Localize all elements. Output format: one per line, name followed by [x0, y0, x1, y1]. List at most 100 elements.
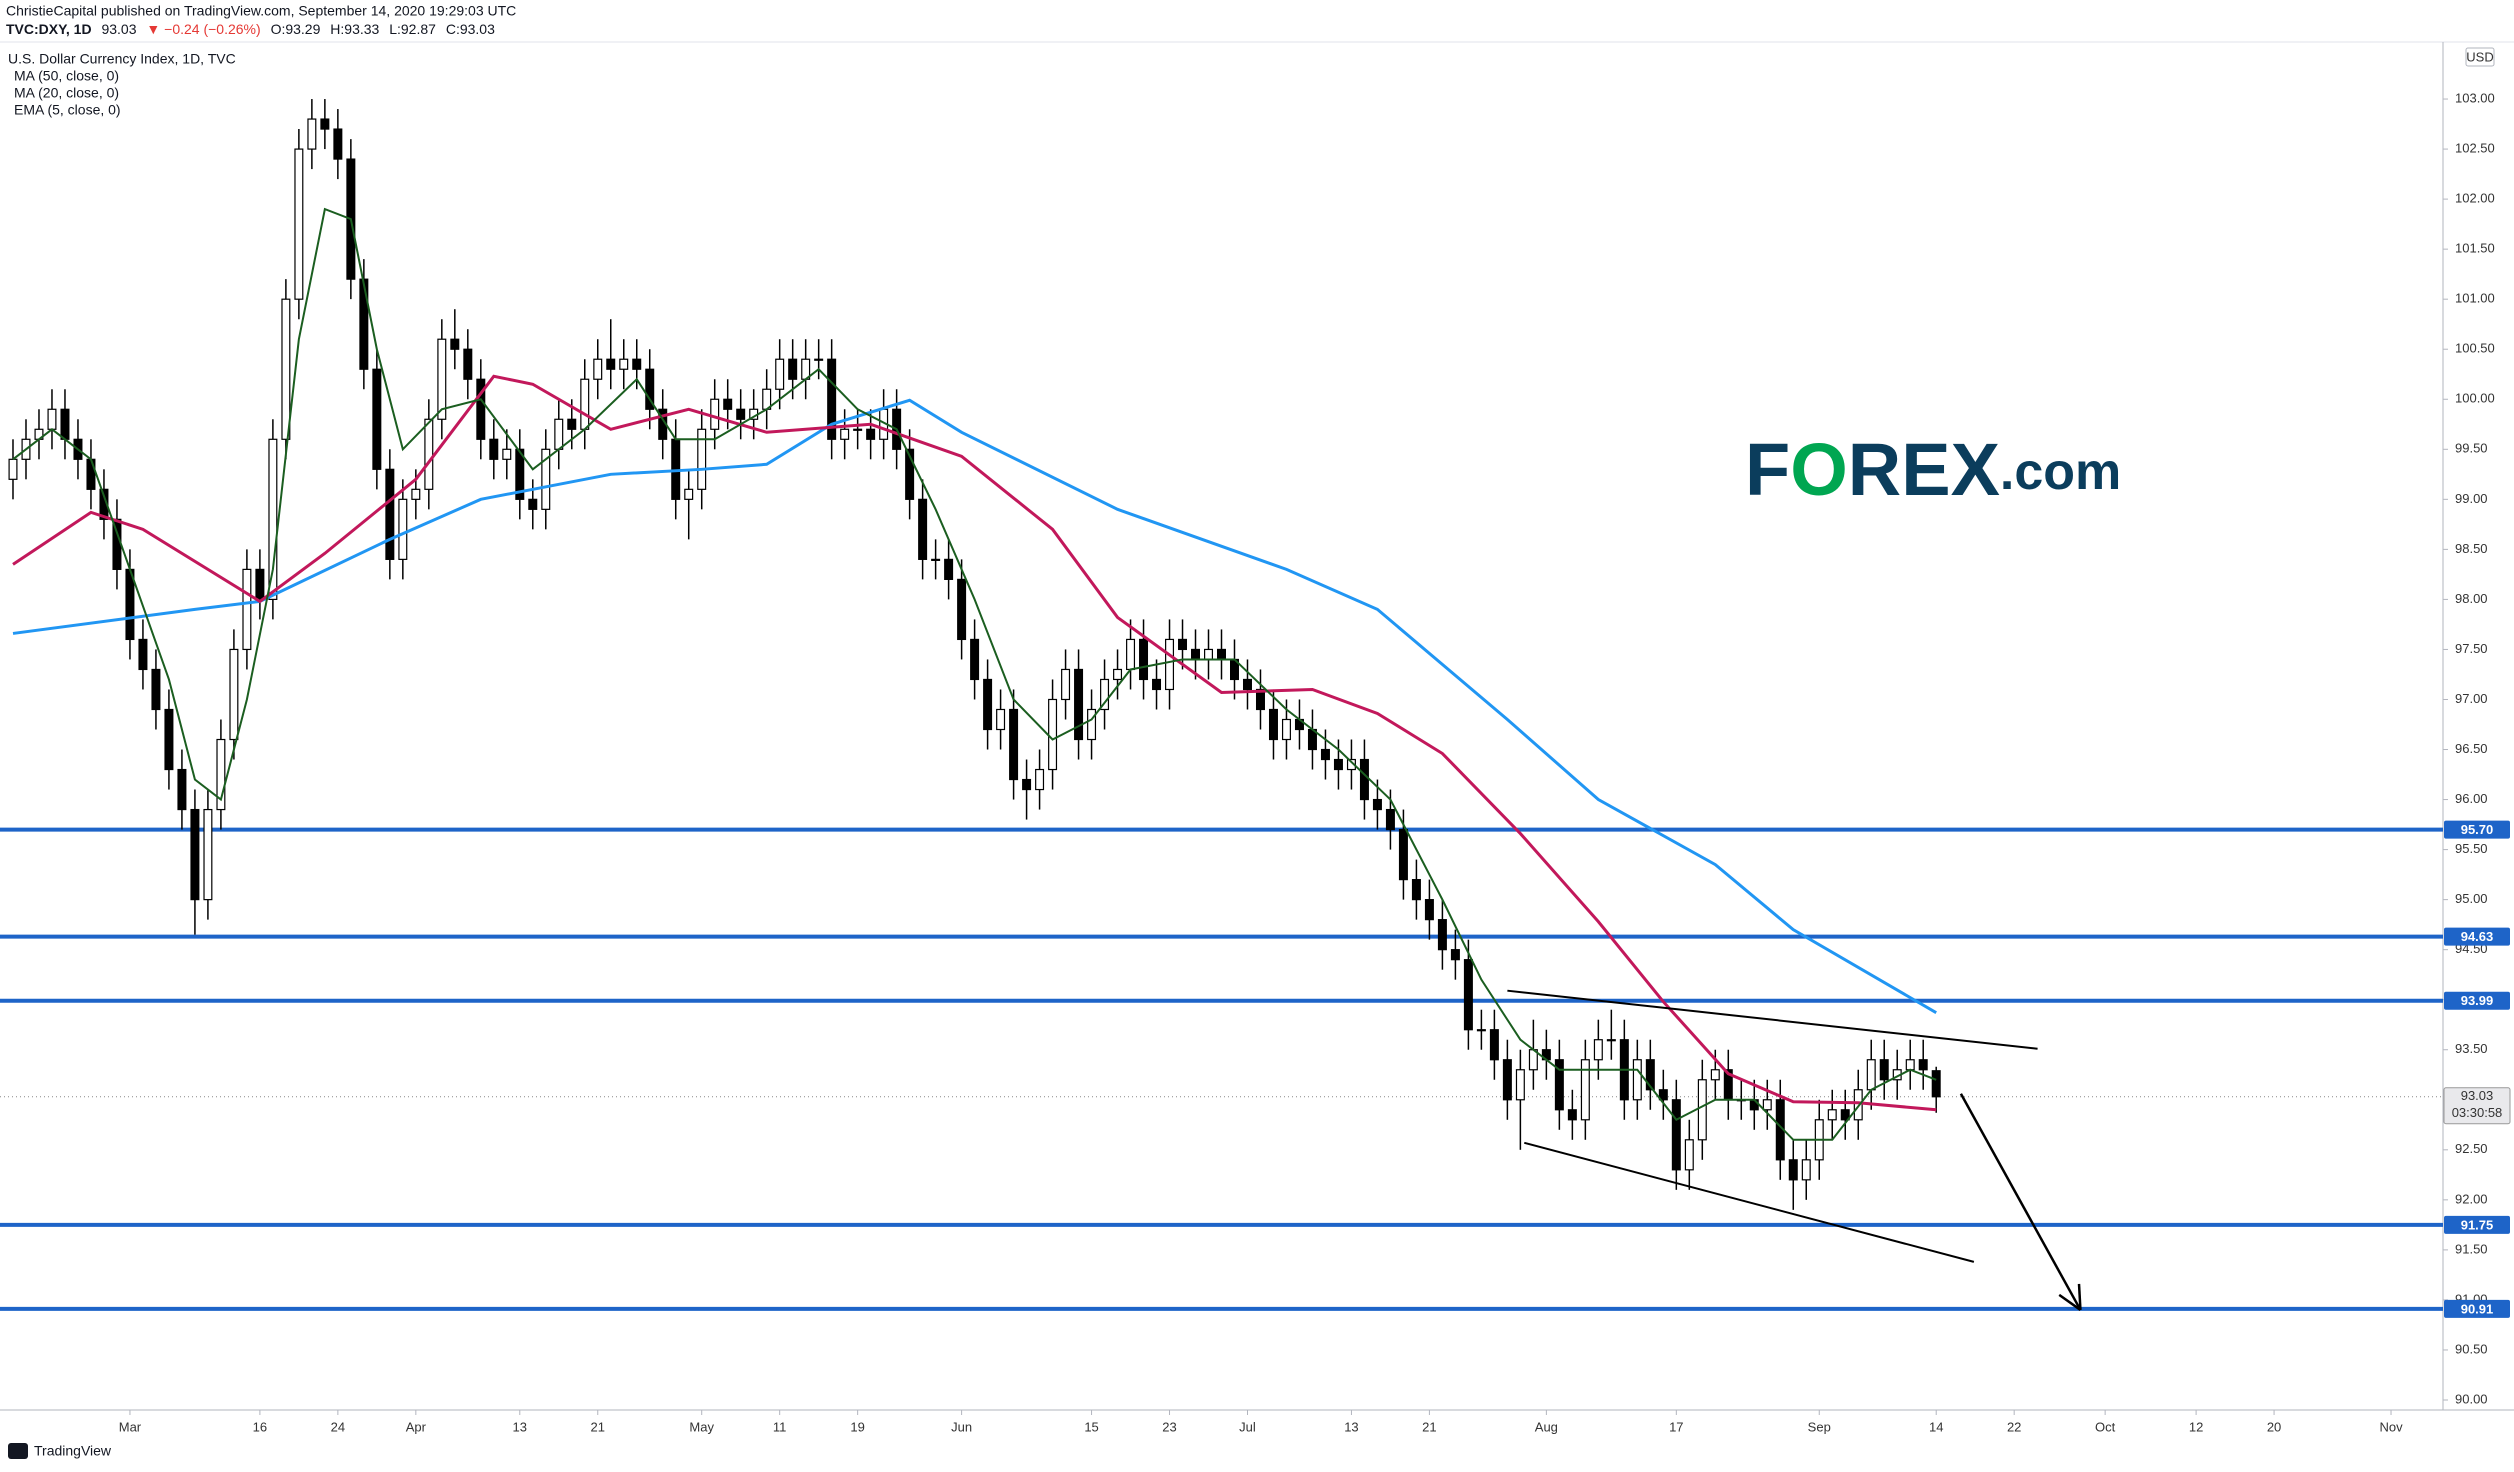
candle-body — [1320, 748, 1330, 761]
candle-body — [515, 448, 525, 500]
candle-body — [1113, 668, 1123, 681]
candle — [242, 549, 252, 670]
candle-body — [1515, 1069, 1525, 1101]
candle — [1087, 689, 1097, 760]
x-tick-label: 16 — [253, 1419, 267, 1434]
x-tick-label: 19 — [850, 1419, 864, 1434]
candle-body — [1606, 1039, 1616, 1042]
candle-body — [1671, 1099, 1681, 1171]
candle — [840, 409, 850, 460]
candle-body — [1762, 1099, 1772, 1111]
candle-body — [1788, 1159, 1798, 1181]
x-tick-label: Apr — [406, 1419, 427, 1434]
candle — [1671, 1079, 1681, 1190]
candle — [1074, 649, 1084, 760]
candle-body — [1437, 919, 1447, 951]
candle — [463, 329, 473, 400]
candle — [1489, 1009, 1499, 1080]
candle — [1502, 1039, 1512, 1120]
candle-body — [1697, 1079, 1707, 1141]
candle-body — [60, 408, 70, 440]
candle-body — [1710, 1069, 1720, 1081]
change: ▼ −0.24 (−0.26%) — [146, 21, 260, 37]
level-badge-label: 90.91 — [2461, 1301, 2494, 1316]
logo-part: O — [1790, 428, 1848, 511]
candle — [1320, 729, 1330, 780]
legend-title: U.S. Dollar Currency Index, 1D, TVC — [8, 51, 236, 67]
candle — [216, 719, 226, 830]
candle-body — [1035, 768, 1045, 791]
candle-body — [411, 488, 421, 500]
candle-body — [528, 498, 538, 510]
candle-body — [1801, 1159, 1811, 1181]
candle-body — [8, 458, 18, 480]
candle-body — [1632, 1059, 1642, 1101]
candle-body — [1918, 1059, 1928, 1071]
candle — [372, 349, 382, 490]
candle-body — [1840, 1109, 1850, 1121]
candle — [1801, 1139, 1811, 1200]
candle — [918, 479, 928, 580]
y-tick-label: 96.50 — [2455, 741, 2488, 756]
candle — [996, 689, 1006, 750]
candle — [489, 419, 499, 480]
candle — [1476, 1009, 1486, 1050]
candle-body — [1580, 1059, 1590, 1121]
level-badge — [2444, 820, 2510, 839]
x-tick-label: Jul — [1239, 1419, 1256, 1434]
candle-body — [177, 768, 187, 811]
footer: TradingView — [8, 1443, 112, 1459]
candle — [1697, 1059, 1707, 1160]
level-badge — [2444, 1299, 2510, 1318]
candle-body — [320, 118, 330, 130]
candle-body — [554, 418, 564, 450]
candle — [1061, 649, 1071, 720]
candle-body — [697, 428, 707, 490]
y-tick-label: 101.50 — [2455, 241, 2495, 256]
logo-part: F — [1745, 428, 1790, 511]
candle — [866, 409, 876, 460]
candle-body — [268, 438, 278, 601]
y-tick-label: 98.50 — [2455, 541, 2488, 556]
candle-body — [1567, 1109, 1577, 1121]
candle-body — [1463, 959, 1473, 1031]
candle-body — [710, 398, 720, 430]
candle — [528, 479, 538, 530]
level-badge-label: 93.99 — [2461, 993, 2494, 1008]
level-badge-label: 95.70 — [2461, 822, 2494, 837]
candle-body — [255, 568, 265, 601]
candle-body — [723, 398, 733, 410]
header-line1: ChristieCapital published on TradingView… — [6, 3, 516, 19]
current-price: 93.03 — [2461, 1088, 2494, 1103]
candle — [1333, 739, 1343, 790]
candle — [515, 429, 525, 520]
candle — [190, 789, 200, 935]
y-tick-label: 97.50 — [2455, 641, 2488, 656]
candle-body — [1126, 638, 1136, 671]
candle — [1450, 929, 1460, 980]
symbol: TVC:DXY, 1D — [6, 21, 92, 37]
candle-body — [359, 278, 369, 370]
y-tick-label: 101.00 — [2455, 291, 2495, 306]
candle-body — [684, 488, 694, 500]
candle — [983, 659, 993, 750]
candle-body — [736, 408, 746, 420]
candle — [970, 619, 980, 700]
candle — [1139, 619, 1149, 700]
x-tick-label: 17 — [1669, 1419, 1683, 1434]
x-tick-label: 21 — [1422, 1419, 1436, 1434]
candle — [775, 339, 785, 410]
y-tick-label: 97.00 — [2455, 691, 2488, 706]
candle — [619, 339, 629, 390]
candle — [645, 349, 655, 430]
candle — [1035, 749, 1045, 810]
x-tick-label: 20 — [2267, 1419, 2281, 1434]
candle-body — [606, 358, 616, 370]
candle-body — [333, 128, 343, 160]
candle — [1567, 1089, 1577, 1140]
candle-body — [645, 368, 655, 410]
candle-body — [1866, 1059, 1876, 1091]
